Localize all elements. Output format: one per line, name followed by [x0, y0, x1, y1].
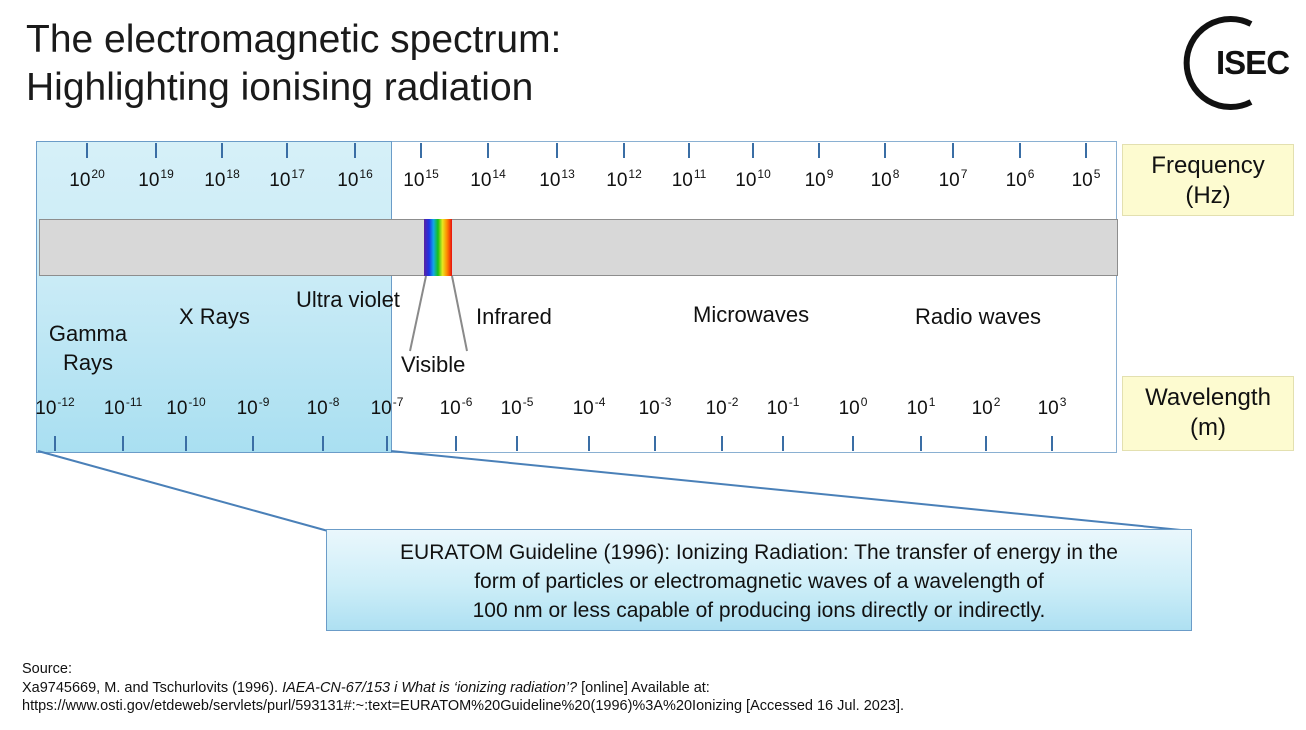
gamma-label-line2: Rays — [62, 350, 114, 375]
wavelength-tick-label: 100 — [838, 395, 868, 419]
frequency-tick-label: 1018 — [204, 167, 240, 191]
citation-suffix: [online] Available at: — [577, 679, 710, 696]
source-url[interactable]: https://www.osti.gov/etdeweb/servlets/pu… — [22, 698, 905, 714]
title-line-2: Highlighting ionising radiation — [26, 66, 534, 109]
frequency-tick-label: 1013 — [539, 167, 575, 191]
source-heading: Source: — [22, 661, 72, 677]
wavelength-tick-label: 10-4 — [572, 395, 606, 419]
frequency-tick-label: 108 — [870, 167, 900, 191]
isec-logo: ISEC — [1146, 8, 1306, 118]
frequency-tick-label: 1016 — [337, 167, 373, 191]
spectrum-bar — [39, 219, 1118, 276]
radio-waves-label: Radio waves — [915, 304, 1041, 329]
callout-line2: form of particles or electromagnetic wav… — [474, 570, 1044, 593]
citation-prefix: Xa9745669, M. and Tschurlovits (1996). — [22, 679, 283, 696]
frequency-tick-label: 107 — [938, 167, 968, 191]
frequency-tick-label: 1010 — [735, 167, 771, 191]
frequency-tick-label: 1014 — [470, 167, 506, 191]
euratom-definition-callout: EURATOM Guideline (1996): Ionizing Radia… — [326, 529, 1192, 631]
visible-pointer-left — [409, 275, 427, 352]
wavelength-tick-marks — [54, 436, 1053, 451]
wavelength-tick-label: 10-2 — [705, 395, 739, 419]
visible-label: Visible — [401, 352, 466, 377]
wavelength-tick-label: 103 — [1037, 395, 1067, 419]
frequency-tick-label: 1012 — [606, 167, 642, 191]
frequency-tick-label: 1017 — [269, 167, 305, 191]
frequency-tick-label: 1019 — [138, 167, 174, 191]
wavelength-tick-label: 101 — [906, 395, 936, 419]
wavelength-tick-label: 102 — [971, 395, 1001, 419]
title-line-1: The electromagnetic spectrum: — [26, 18, 562, 61]
wavelength-tick-label: 10-5 — [500, 395, 534, 419]
frequency-tick-label: 109 — [804, 167, 834, 191]
citation-title: IAEA-CN-67/153 i What is ‘ionizing radia… — [282, 679, 578, 696]
source-citation: Source: Xa9745669, M. and Tschurlovits (… — [22, 660, 904, 716]
frequency-tick-label: 1011 — [671, 167, 707, 191]
visible-pointer-right — [451, 275, 468, 352]
wavelength-axis-label: Wavelength (m) — [1122, 376, 1294, 451]
ultraviolet-label: Ultra violet — [296, 287, 400, 312]
logo-text: ISEC — [1216, 44, 1290, 81]
visible-light-strip — [424, 219, 452, 276]
frequency-label-line1: Frequency — [1151, 152, 1265, 179]
frequency-tick-label: 105 — [1071, 167, 1101, 191]
frequency-tick-marks — [86, 143, 1087, 158]
wavelength-tick-label: 10-11 — [103, 395, 143, 419]
gamma-label-line1: Gamma — [48, 321, 128, 346]
gamma-rays-label: Gamma Rays — [40, 319, 136, 377]
frequency-tick-label: 1015 — [403, 167, 439, 191]
ionising-region — [36, 141, 392, 453]
frequency-tick-label: 1020 — [69, 167, 105, 191]
callout-connector-right — [390, 450, 1192, 532]
isec-logo-arc-icon — [1183, 16, 1253, 110]
wavelength-tick-label: 10-7 — [370, 395, 404, 419]
callout-line1: EURATOM Guideline (1996): Ionizing Radia… — [400, 541, 1118, 564]
xrays-label: X Rays — [179, 304, 250, 329]
wavelength-tick-label: 10-1 — [766, 395, 800, 419]
wavelength-tick-label: 10-6 — [439, 395, 473, 419]
frequency-axis-label: Frequency (Hz) — [1122, 144, 1294, 216]
wavelength-tick-label: 10-9 — [236, 395, 270, 419]
frequency-tick-label: 106 — [1005, 167, 1035, 191]
wavelength-label-line1: Wavelength — [1145, 384, 1271, 411]
microwaves-label: Microwaves — [693, 302, 810, 327]
wavelength-tick-label: 10-3 — [638, 395, 672, 419]
wavelength-tick-label: 10-8 — [306, 395, 340, 419]
wavelength-tick-label: 10-12 — [35, 395, 75, 419]
wavelength-tick-label: 10-10 — [166, 395, 206, 419]
infrared-label: Infrared — [476, 304, 552, 329]
source-reference: Xa9745669, M. and Tschurlovits (1996). I… — [22, 679, 904, 698]
callout-connector-left — [37, 450, 329, 532]
wavelength-label-line2: (m) — [1190, 414, 1226, 441]
slide-title: The electromagnetic spectrum: Highlighti… — [26, 16, 561, 112]
frequency-label-line2: (Hz) — [1185, 182, 1231, 209]
callout-line3: 100 nm or less capable of producing ions… — [472, 599, 1046, 622]
